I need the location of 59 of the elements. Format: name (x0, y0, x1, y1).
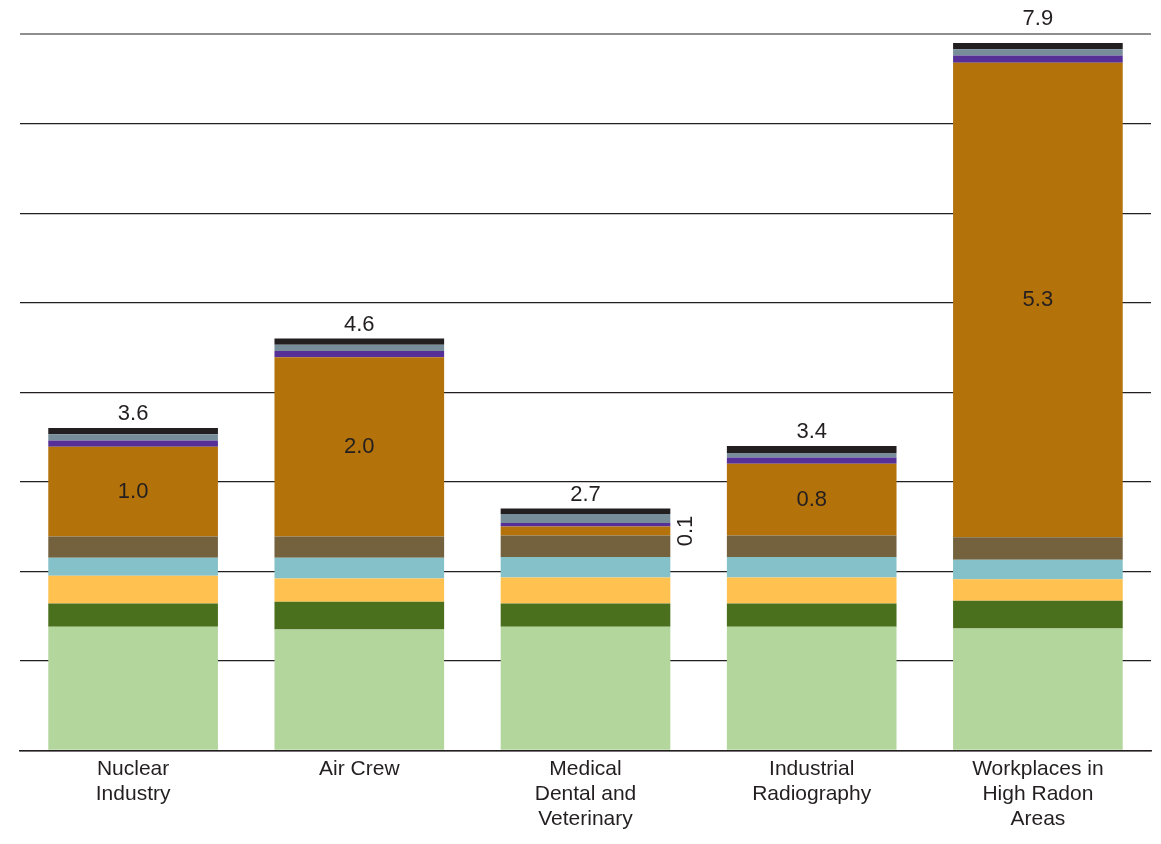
bar (500, 535, 671, 557)
bar (726, 603, 897, 627)
bar (48, 434, 218, 441)
bar (726, 445, 897, 454)
bar (500, 603, 671, 627)
bar (274, 629, 445, 750)
bar (726, 453, 897, 458)
data-label: 2.0 (344, 432, 375, 458)
total-label: 2.7 (570, 480, 601, 506)
bar (48, 575, 218, 604)
bar (953, 628, 1123, 750)
bar (726, 626, 897, 750)
bar (953, 579, 1123, 601)
bar (500, 508, 671, 514)
bar (274, 357, 445, 537)
x-tick-label: Nuclear Industry (95, 755, 171, 804)
data-label: 5.3 (1022, 286, 1054, 312)
bar (726, 577, 897, 604)
data-label: 1.0 (117, 477, 149, 503)
bar (48, 557, 218, 576)
total-label: 3.6 (117, 400, 149, 426)
bar (953, 600, 1123, 629)
bar (953, 42, 1123, 50)
bar (48, 446, 218, 537)
bar (274, 338, 445, 345)
bar (48, 626, 218, 750)
bar (274, 557, 445, 579)
total-label: 7.9 (1022, 5, 1054, 31)
bar (48, 428, 218, 435)
bar (953, 559, 1123, 580)
x-tick-label: Medical Dental and Veterinary (534, 755, 637, 830)
total-label: 3.4 (796, 417, 827, 443)
data-label: 0.1 (672, 515, 698, 547)
bar (726, 463, 897, 536)
bar (726, 457, 897, 464)
x-tick-label: Air Crew (319, 755, 401, 779)
x-tick-label: Workplaces in High Radon Areas (972, 755, 1104, 830)
bar (274, 536, 445, 558)
bar (500, 556, 671, 578)
bar (953, 537, 1123, 560)
x-tick-label: Industrial Radiography (752, 755, 872, 804)
bar (500, 626, 671, 750)
bar (274, 344, 445, 352)
bar (274, 578, 445, 602)
bar (274, 351, 445, 358)
bar (953, 49, 1123, 56)
bar (500, 513, 671, 523)
bar (48, 440, 218, 447)
data-label: 0.8 (796, 485, 827, 511)
bar (48, 603, 218, 627)
bar (726, 556, 897, 578)
total-label: 4.6 (344, 310, 375, 336)
bar (726, 535, 897, 557)
bar (500, 522, 671, 527)
bar (500, 577, 671, 604)
bar (274, 601, 445, 630)
bar (48, 536, 218, 558)
bar (953, 55, 1123, 63)
bar (953, 62, 1123, 538)
